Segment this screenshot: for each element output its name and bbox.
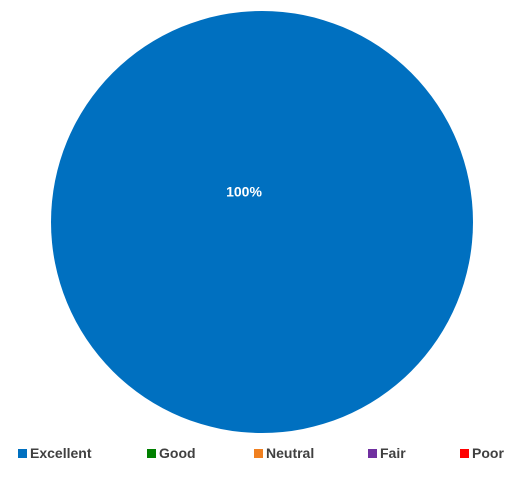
legend-label-fair: Fair (380, 445, 406, 461)
legend-swatch-neutral (254, 448, 263, 458)
legend-item-neutral: Neutral (254, 442, 314, 464)
legend-label-poor: Poor (472, 445, 504, 461)
legend-item-fair: Fair (368, 442, 406, 464)
legend-item-poor: Poor (460, 442, 504, 464)
chart-legend: Excellent Good Neutral Fair Poor (0, 442, 523, 464)
legend-swatch-good (147, 448, 156, 458)
legend-swatch-fair (368, 448, 377, 458)
legend-swatch-poor (460, 448, 469, 458)
legend-label-excellent: Excellent (30, 445, 92, 461)
legend-item-excellent: Excellent (18, 442, 91, 464)
legend-label-neutral: Neutral (266, 445, 315, 461)
pie-chart: 100% (51, 11, 473, 433)
pie-slice-excellent (51, 11, 473, 433)
legend-label-good: Good (159, 445, 196, 461)
data-label-excellent: 100% (226, 184, 262, 200)
legend-swatch-excellent (18, 448, 27, 458)
legend-item-good: Good (147, 442, 196, 464)
